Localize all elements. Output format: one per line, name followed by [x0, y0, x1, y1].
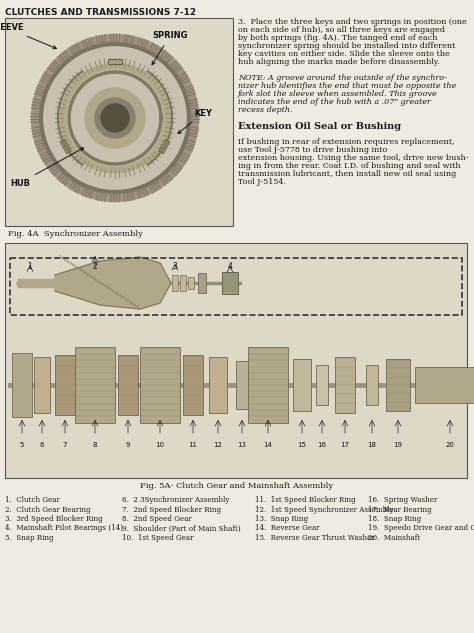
- Text: 13.  Snap Ring: 13. Snap Ring: [255, 515, 308, 523]
- Text: SLEEVE: SLEEVE: [0, 23, 56, 49]
- Text: use Tool J-5778 to drive bushing into: use Tool J-5778 to drive bushing into: [238, 146, 387, 154]
- Polygon shape: [55, 257, 170, 309]
- Text: ing in from the rear. Coat I.D. of bushing and seal with: ing in from the rear. Coat I.D. of bushi…: [238, 162, 461, 170]
- Text: NOTE: A groove around the outside of the synchro-: NOTE: A groove around the outside of the…: [238, 74, 447, 82]
- Text: 1: 1: [27, 262, 32, 271]
- Polygon shape: [18, 279, 55, 287]
- Bar: [335, 357, 355, 413]
- Bar: [5, 243, 467, 478]
- Bar: [188, 277, 194, 289]
- Bar: [118, 355, 138, 415]
- Text: 12.  1st Speed Synchronizer Assembly: 12. 1st Speed Synchronizer Assembly: [255, 506, 393, 513]
- Text: 15.  Reverse Gear Thrust Washer: 15. Reverse Gear Thrust Washer: [255, 534, 375, 542]
- Text: 19.  Speedo Drive Gear and Clip: 19. Speedo Drive Gear and Clip: [368, 525, 474, 532]
- Text: 5: 5: [20, 442, 24, 448]
- Text: 12: 12: [214, 442, 222, 448]
- Text: synchronizer spring should be installed into different: synchronizer spring should be installed …: [238, 42, 456, 50]
- Text: 17.  Rear Bearing: 17. Rear Bearing: [368, 506, 432, 513]
- Text: indicates the end of the hub with a .07" greater: indicates the end of the hub with a .07"…: [238, 98, 431, 106]
- Text: 6.  2 3Synchronizer Assembly: 6. 2 3Synchronizer Assembly: [122, 496, 229, 504]
- Text: 9.  Shoulder (Part of Main Shaft): 9. Shoulder (Part of Main Shaft): [122, 525, 241, 532]
- Text: on each side of hub), so all three keys are engaged: on each side of hub), so all three keys …: [238, 26, 445, 34]
- Polygon shape: [108, 58, 122, 63]
- Bar: [248, 347, 288, 423]
- Text: 4: 4: [228, 262, 232, 271]
- Text: by both springs (fig. 4A). The tanged end of each: by both springs (fig. 4A). The tanged en…: [238, 34, 438, 42]
- Text: 15: 15: [298, 442, 306, 448]
- Text: 3.  3rd Speed Blocker Ring: 3. 3rd Speed Blocker Ring: [5, 515, 103, 523]
- Text: 6: 6: [40, 442, 44, 448]
- Text: 11: 11: [189, 442, 198, 448]
- Text: Fig. 4A  Synchronizer Assembly: Fig. 4A Synchronizer Assembly: [8, 230, 143, 238]
- Bar: [183, 355, 203, 415]
- Text: 18: 18: [367, 442, 376, 448]
- Text: 7: 7: [63, 442, 67, 448]
- Text: 5.  Snap Ring: 5. Snap Ring: [5, 534, 54, 542]
- Bar: [12, 353, 32, 417]
- Text: 11.  1st Speed Blocker Ring: 11. 1st Speed Blocker Ring: [255, 496, 356, 504]
- Text: KEY: KEY: [178, 108, 212, 134]
- Text: 17: 17: [340, 442, 349, 448]
- Text: 16.  Spring Washer: 16. Spring Washer: [368, 496, 438, 504]
- Bar: [198, 273, 206, 293]
- Text: 7.  2nd Speed Blocker Ring: 7. 2nd Speed Blocker Ring: [122, 506, 221, 513]
- Text: 13: 13: [237, 442, 246, 448]
- Text: recess depth.: recess depth.: [238, 106, 292, 114]
- Bar: [10, 258, 462, 315]
- Text: 1.  Clutch Gear: 1. Clutch Gear: [5, 496, 60, 504]
- Text: fork slot the sleeve when assembled. This groove: fork slot the sleeve when assembled. Thi…: [238, 90, 438, 98]
- Bar: [366, 365, 378, 405]
- Text: 19: 19: [393, 442, 402, 448]
- Bar: [293, 359, 311, 411]
- Text: hub aligning the marks made before disassembly.: hub aligning the marks made before disas…: [238, 58, 440, 66]
- Text: 10: 10: [155, 442, 164, 448]
- Text: nizer hub identifies the end that must be opposite the: nizer hub identifies the end that must b…: [238, 82, 456, 90]
- Text: Fig. 5A- Clutch Gear and Mainshaft Assembly: Fig. 5A- Clutch Gear and Mainshaft Assem…: [140, 482, 334, 490]
- Text: 3.  Place the three keys and two springs in position (one: 3. Place the three keys and two springs …: [238, 18, 467, 26]
- Text: 9: 9: [126, 442, 130, 448]
- Bar: [180, 275, 186, 291]
- Text: If bushing in rear of extension requires replacement,: If bushing in rear of extension requires…: [238, 138, 455, 146]
- Text: CLUTCHES AND TRANSMISSIONS 7-12: CLUTCHES AND TRANSMISSIONS 7-12: [5, 8, 196, 17]
- Circle shape: [33, 36, 197, 200]
- Circle shape: [85, 88, 145, 148]
- Text: SPRING: SPRING: [152, 32, 188, 65]
- Text: 10.  1st Speed Gear: 10. 1st Speed Gear: [122, 534, 193, 542]
- Text: 14: 14: [264, 442, 273, 448]
- Text: 3: 3: [173, 262, 177, 271]
- Text: transmission lubricant, then install new oil seal using: transmission lubricant, then install new…: [238, 170, 456, 178]
- Text: 20: 20: [446, 442, 455, 448]
- Bar: [236, 361, 248, 409]
- Text: key cavities on either side. Slide the sleeve onto the: key cavities on either side. Slide the s…: [238, 50, 450, 58]
- Text: 16: 16: [318, 442, 327, 448]
- Polygon shape: [159, 139, 170, 154]
- Bar: [140, 347, 180, 423]
- Bar: [5, 18, 233, 226]
- Text: 4.  Mainshaft Pilot Bearings (14): 4. Mainshaft Pilot Bearings (14): [5, 525, 123, 532]
- Bar: [386, 359, 410, 411]
- Circle shape: [95, 98, 135, 138]
- Bar: [415, 367, 474, 403]
- Text: 8: 8: [93, 442, 97, 448]
- Text: 8.  2nd Speed Gear: 8. 2nd Speed Gear: [122, 515, 192, 523]
- Text: Tool J-5154.: Tool J-5154.: [238, 178, 286, 186]
- Text: HUB: HUB: [10, 148, 83, 187]
- Text: Extension Oil Seal or Bushing: Extension Oil Seal or Bushing: [238, 122, 401, 131]
- Polygon shape: [60, 139, 71, 154]
- Bar: [55, 355, 75, 415]
- Bar: [75, 347, 115, 423]
- Text: 20.  Mainshaft: 20. Mainshaft: [368, 534, 420, 542]
- Text: extension housing. Using the same tool, drive new bush-: extension housing. Using the same tool, …: [238, 154, 468, 162]
- Bar: [222, 272, 238, 294]
- Bar: [209, 357, 227, 413]
- Bar: [172, 275, 178, 291]
- Text: 2: 2: [92, 262, 97, 271]
- Text: 18.  Snap Ring: 18. Snap Ring: [368, 515, 421, 523]
- Text: 2.  Clutch Gear Bearing: 2. Clutch Gear Bearing: [5, 506, 91, 513]
- Bar: [316, 365, 328, 405]
- Circle shape: [101, 104, 129, 132]
- Bar: [34, 357, 50, 413]
- Circle shape: [53, 56, 177, 180]
- Text: 14.  Reverse Gear: 14. Reverse Gear: [255, 525, 319, 532]
